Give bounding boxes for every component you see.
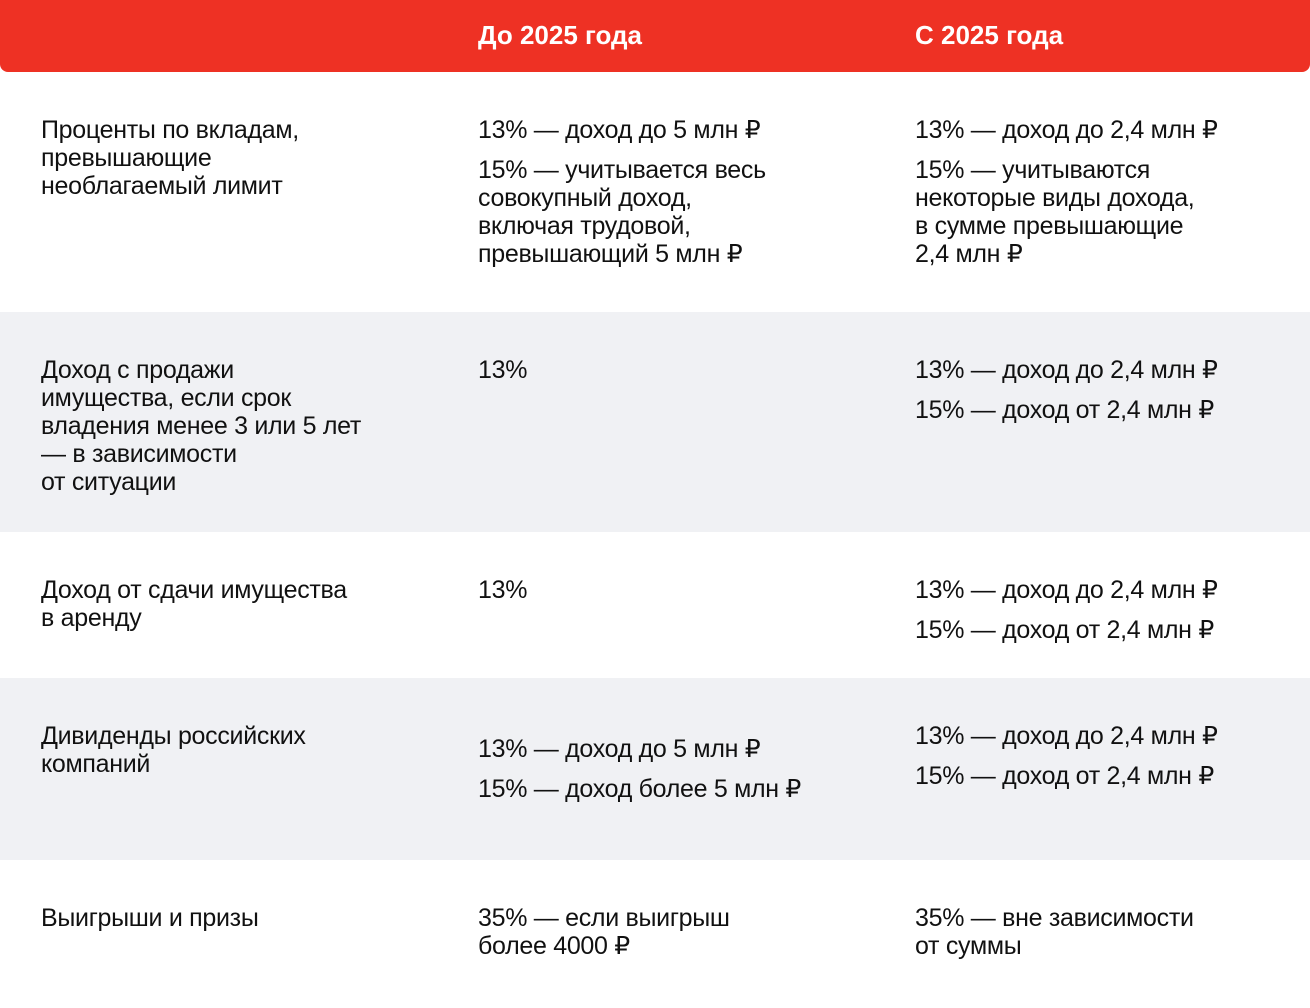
text-line: 13% — доход до 2,4 млн ₽	[915, 722, 1218, 750]
text-line: в сумме превышающие	[915, 212, 1184, 240]
paragraph: 15% — доход более 5 млн ₽	[478, 775, 801, 803]
table-row: Дивиденды российских компаний 13% — доход …	[0, 678, 1310, 860]
text-line: 13%	[478, 356, 528, 384]
text-line: 2,4 млн ₽	[915, 240, 1023, 268]
rate-cell: 13% — доход до 5 млн ₽ 15% — учитывается …	[478, 116, 766, 280]
text-line: Выигрыши и призы	[41, 904, 259, 932]
text-line: 15% — доход более 5 млн ₽	[478, 775, 802, 803]
rate-cell: 35% — вне зависимости от суммы	[915, 904, 1194, 972]
text-line: 13% — доход до 2,4 млн ₽	[915, 116, 1218, 144]
paragraph: 13%	[478, 576, 527, 604]
paragraph: 13% — доход до 2,4 млн ₽	[915, 116, 1218, 144]
text-line: в аренду	[41, 604, 142, 632]
text-line: совокупный доход,	[478, 184, 692, 212]
row-label: Дивиденды российских компаний	[41, 722, 306, 778]
rate-cell: 13%	[478, 356, 527, 396]
table-row: Доход от сдачи имущества в аренду 13% 13% —…	[0, 532, 1310, 678]
text-line: необлагаемый лимит	[41, 172, 283, 200]
rate-cell: 13% — доход до 2,4 млн ₽ 15% — доход от 2…	[915, 722, 1218, 802]
table-header: До 2025 года С 2025 года	[0, 0, 1310, 72]
paragraph: 15% — учитываются некоторые виды дохода, в…	[915, 156, 1218, 268]
text-line: 15% — доход от 2,4 млн ₽	[915, 396, 1214, 424]
text-line: владения менее 3 или 5 лет	[41, 412, 362, 440]
text-line: Доход с продажи	[41, 356, 234, 384]
text-line: 13% — доход до 5 млн ₽	[478, 116, 761, 144]
paragraph: 15% — доход от 2,4 млн ₽	[915, 396, 1218, 424]
paragraph: 13% — доход до 5 млн ₽	[478, 116, 766, 144]
text-line: 15% — учитываются	[915, 156, 1151, 184]
text-line: от суммы	[915, 932, 1022, 960]
rate-cell: 35% — если выигрыш более 4000 ₽	[478, 904, 730, 972]
rate-cell: 13% — доход до 2,4 млн ₽ 15% — учитываютс…	[915, 116, 1218, 280]
paragraph: 13% — доход до 2,4 млн ₽	[915, 356, 1218, 384]
paragraph: 13%	[478, 356, 527, 384]
text-line: 13% — доход до 2,4 млн ₽	[915, 356, 1218, 384]
text-line: 35% — вне зависимости	[915, 904, 1194, 932]
paragraph: 13% — доход до 2,4 млн ₽	[915, 722, 1218, 750]
row-label: Проценты по вкладам, превышающие необлагае…	[41, 116, 299, 200]
rate-cell: 13% — доход до 2,4 млн ₽ 15% — доход от 2…	[915, 576, 1218, 656]
text-line: превышающий 5 млн ₽	[478, 240, 743, 268]
text-line: 15% — учитывается весь	[478, 156, 766, 184]
text-line: 15% — доход от 2,4 млн ₽	[915, 762, 1214, 790]
row-label: Доход от сдачи имущества в аренду	[41, 576, 347, 632]
text-line: 35% — если выигрыш	[478, 904, 730, 932]
text-line: компаний	[41, 750, 151, 778]
paragraph: 13% — доход до 2,4 млн ₽	[915, 576, 1218, 604]
text-line: более 4000 ₽	[478, 932, 630, 960]
text-line: Дивиденды российских	[41, 722, 306, 750]
table-row: Выигрыши и призы 35% — если выигрыш более …	[0, 860, 1310, 1008]
paragraph: 35% — если выигрыш более 4000 ₽	[478, 904, 730, 960]
row-label: Выигрыши и призы	[41, 904, 259, 932]
rate-cell: 13% — доход до 5 млн ₽ 15% — доход более …	[478, 735, 801, 815]
paragraph: 15% — учитывается весь совокупный доход, в…	[478, 156, 766, 268]
paragraph: 15% — доход от 2,4 млн ₽	[915, 762, 1218, 790]
text-line: Проценты по вкладам,	[41, 116, 299, 144]
text-line: превышающие	[41, 144, 212, 172]
paragraph: 35% — вне зависимости от суммы	[915, 904, 1194, 960]
text-line: 13% — доход до 5 млн ₽	[478, 735, 761, 763]
text-line: Доход от сдачи имущества	[41, 576, 347, 604]
table-row: Проценты по вкладам, превышающие необлагае…	[0, 72, 1310, 312]
paragraph: 13% — доход до 5 млн ₽	[478, 735, 801, 763]
table-row: Доход с продажи имущества, если срок владе…	[0, 312, 1310, 532]
rate-cell: 13% — доход до 2,4 млн ₽ 15% — доход от 2…	[915, 356, 1218, 436]
text-line: от ситуации	[41, 468, 177, 496]
row-label: Доход с продажи имущества, если срок владе…	[41, 356, 361, 496]
column-header: До 2025 года	[478, 20, 642, 50]
text-line: 13% — доход до 2,4 млн ₽	[915, 576, 1218, 604]
text-line: — в зависимости	[41, 440, 237, 468]
column-header: С 2025 года	[915, 20, 1064, 50]
rate-cell: 13%	[478, 576, 527, 616]
paragraph: 15% — доход от 2,4 млн ₽	[915, 616, 1218, 644]
text-line: некоторые виды дохода,	[915, 184, 1195, 212]
text-line: 15% — доход от 2,4 млн ₽	[915, 616, 1214, 644]
text-line: 13%	[478, 576, 528, 604]
text-line: включая трудовой,	[478, 212, 691, 240]
text-line: имущества, если срок	[41, 384, 292, 412]
